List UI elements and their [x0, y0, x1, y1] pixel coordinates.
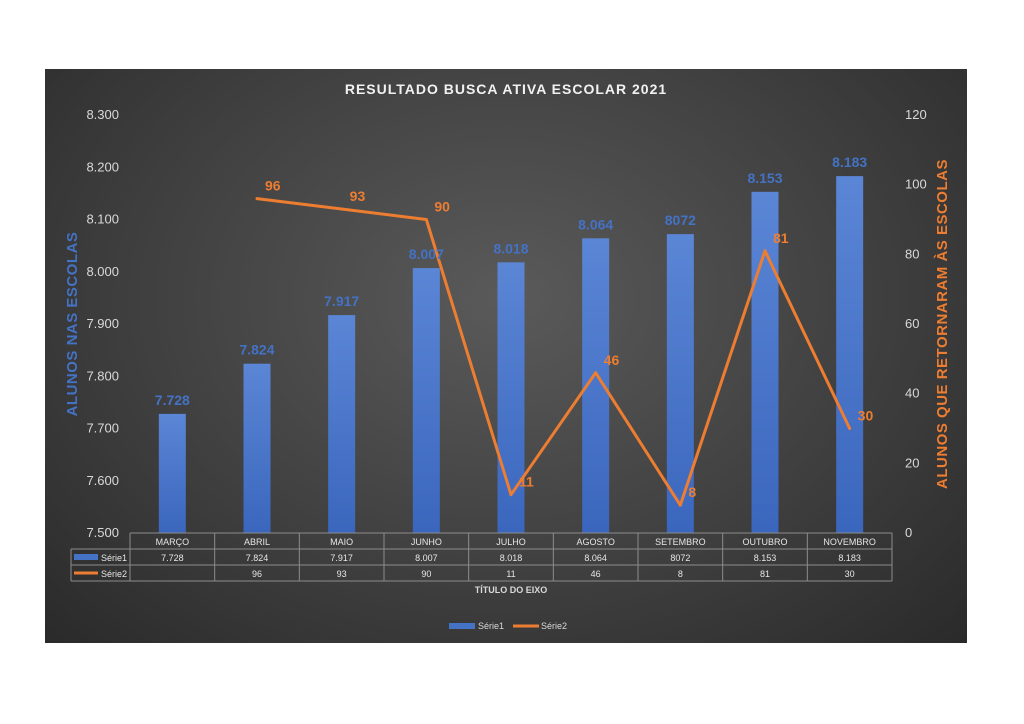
legend-key-serie1 [449, 623, 475, 629]
y-tick-label: 7.700 [86, 421, 119, 436]
y2-tick-label: 40 [905, 386, 919, 401]
table-cell-serie1: 8.018 [500, 553, 523, 563]
x-tick-label: JUNHO [411, 537, 442, 547]
line-serie2 [256, 197, 852, 507]
table-cell-serie2: 96 [252, 569, 262, 579]
x-tick-label: ABRIL [244, 537, 270, 547]
y-tick-label: 7.800 [86, 368, 119, 383]
x-tick-label: NOVEMBRO [823, 537, 876, 547]
chart-svg: ALUNOS NAS ESCOLAS ALUNOS QUE RETORNARAM … [64, 81, 951, 631]
bar-data-label: 8.018 [493, 240, 528, 256]
y2-tick-label: 120 [905, 107, 927, 122]
table-cell-serie2: 8 [678, 569, 683, 579]
table-key-serie1 [74, 554, 98, 560]
table-cell-serie2: 11 [506, 569, 515, 579]
bar-data-label: 8.153 [747, 170, 782, 186]
y-axis-label: ALUNOS NAS ESCOLAS [64, 232, 81, 417]
table-cell-serie1: 7.824 [246, 553, 269, 563]
x-tick-label: JULHO [496, 537, 526, 547]
x-tick-label: MAIO [330, 537, 353, 547]
table-cell-serie1: 8.064 [584, 553, 607, 563]
x-tick-label: OUTUBRO [743, 537, 788, 547]
y-tick-label: 7.600 [86, 473, 119, 488]
legend-label-serie1: Série1 [478, 621, 504, 631]
table-cell-serie2: 90 [421, 569, 431, 579]
y-tick-label: 7.500 [86, 525, 119, 540]
table-cell-serie1: 8.183 [838, 553, 861, 563]
y-tick-label: 8.100 [86, 212, 119, 227]
line-data-label: 93 [350, 188, 366, 204]
legend-label-serie2: Série2 [541, 621, 567, 631]
bar-data-label: 8.007 [409, 246, 444, 262]
y-tick-label: 8.200 [86, 159, 119, 174]
bar-serie1 [751, 191, 779, 533]
table-cell-serie2: 81 [760, 569, 770, 579]
line-data-label: 11 [519, 474, 534, 490]
bar-data-label: 8.183 [832, 154, 867, 170]
y-tick-label: 7.900 [86, 316, 119, 331]
line-data-label: 96 [265, 178, 281, 194]
bar-serie1 [412, 268, 440, 533]
bar-data-label: 7.917 [324, 293, 359, 309]
bar-serie1 [666, 234, 694, 533]
y2-tick-label: 0 [905, 525, 912, 540]
line-point-serie2 [848, 427, 852, 430]
table-row-name-serie1: Série1 [101, 553, 127, 563]
bar-serie1 [243, 363, 271, 533]
y2-tick-label: 20 [905, 455, 919, 470]
bar-data-label: 7.728 [155, 392, 190, 408]
line-point-serie2 [255, 197, 259, 201]
line-data-label: 46 [604, 352, 620, 368]
line-point-serie2 [340, 207, 344, 211]
x-tick-label: AGOSTO [576, 537, 614, 547]
table-cell-serie1: 7.728 [161, 553, 184, 563]
y-tick-label: 8.300 [86, 107, 119, 122]
x-axis-label: TÍTULO DO EIXO [475, 585, 548, 595]
line-data-label: 81 [773, 230, 789, 246]
table-cell-serie2: 93 [337, 569, 347, 579]
chart-title: RESULTADO BUSCA ATIVA ESCOLAR 2021 [345, 81, 667, 97]
table-cell-serie2: 46 [591, 569, 601, 579]
x-tick-label: MARÇO [156, 537, 190, 547]
x-tick-label: SETEMBRO [655, 537, 706, 547]
line-data-label: 30 [858, 408, 874, 424]
line-point-serie2 [509, 493, 513, 497]
line-data-label: 90 [434, 199, 450, 215]
bar-serie1 [836, 176, 864, 533]
line-point-serie2 [424, 218, 428, 221]
table-cell-serie1: 8072 [670, 553, 690, 563]
bar-serie1 [497, 262, 525, 533]
y2-tick-label: 60 [905, 316, 919, 331]
line-point-serie2 [763, 249, 767, 253]
bar-data-label: 8.064 [578, 216, 613, 232]
table-cell-serie1: 8.007 [415, 553, 438, 563]
table-cell-serie1: 7.917 [330, 553, 353, 563]
table-row-name-serie2: Série2 [101, 569, 127, 579]
y2-axis-label: ALUNOS QUE RETORNARAM ÀS ESCOLAS [934, 159, 951, 489]
line-data-label: 8 [688, 484, 696, 500]
y2-tick-label: 80 [905, 246, 919, 261]
line-point-serie2 [678, 503, 682, 507]
bar-serie1 [328, 315, 356, 533]
line-point-serie2 [594, 371, 598, 375]
bar-data-label: 7.824 [239, 342, 274, 358]
y2-tick-label: 100 [905, 177, 927, 192]
bar-data-label: 8072 [665, 212, 696, 228]
table-cell-serie2: 30 [845, 569, 855, 579]
table-cell-serie1: 8.153 [754, 553, 777, 563]
y-tick-label: 8.000 [86, 264, 119, 279]
chart-panel: ALUNOS NAS ESCOLAS ALUNOS QUE RETORNARAM … [45, 69, 967, 643]
bar-serie1 [158, 413, 186, 533]
